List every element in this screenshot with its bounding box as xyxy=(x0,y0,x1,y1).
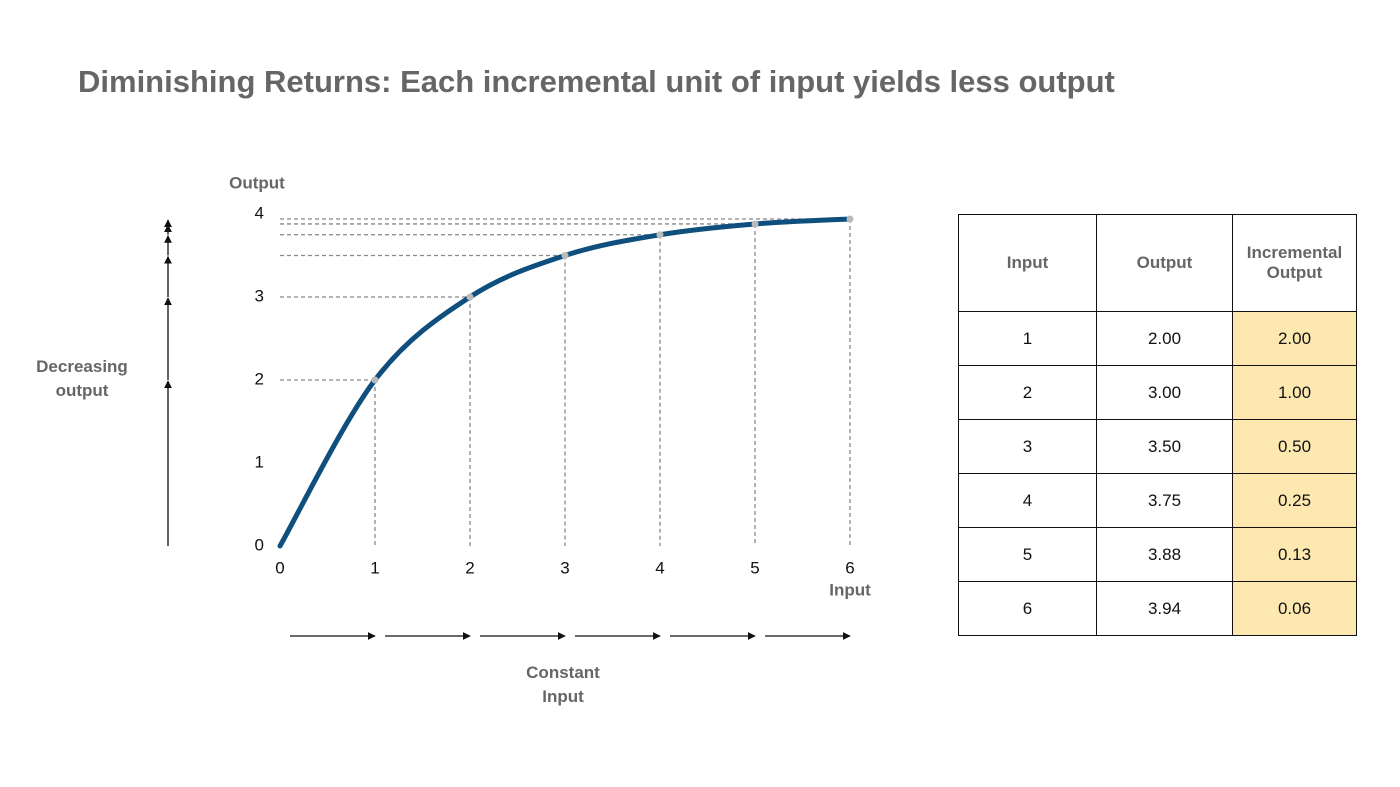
table-row: 3 3.50 0.50 xyxy=(958,419,1357,474)
annotation: Decreasing output xyxy=(36,357,128,400)
annotation: Constant Input xyxy=(526,663,600,706)
x-tick-label: 0 xyxy=(275,558,284,577)
y-tick-label: 3 xyxy=(255,286,264,305)
point xyxy=(751,220,759,228)
point xyxy=(371,376,379,384)
x-tick-label: 5 xyxy=(750,558,759,577)
slide-title: Diminishing Returns: Each incremental un… xyxy=(78,64,1115,99)
table-cell: 3.88 xyxy=(1096,527,1233,582)
table-row: 6 3.94 0.06 xyxy=(958,581,1357,636)
data-table: Input Output Incremental Output 1 2.00 2.00 2… xyxy=(958,214,1357,636)
table-cell: 2 xyxy=(958,365,1097,420)
point xyxy=(846,215,854,223)
table-cell: 1.00 xyxy=(1232,365,1357,420)
header-cell: Incremental Output xyxy=(1232,214,1357,312)
point xyxy=(656,231,664,239)
x-tick-label: 2 xyxy=(465,558,474,577)
table-row: 5 3.88 0.13 xyxy=(958,527,1357,582)
table-row: 2 3.00 1.00 xyxy=(958,365,1357,420)
point xyxy=(466,293,474,301)
table-cell: 0.06 xyxy=(1232,581,1357,636)
header-cell: Output xyxy=(1096,214,1233,312)
y-tick-label: 4 xyxy=(255,203,264,222)
table-cell: 3.00 xyxy=(1096,365,1233,420)
table-cell: 2.00 xyxy=(1096,311,1233,366)
table-cell: 0.25 xyxy=(1232,473,1357,528)
table-row: 4 3.75 0.25 xyxy=(958,473,1357,528)
y-tick-label: 0 xyxy=(255,535,264,554)
table-row: 1 2.00 2.00 xyxy=(958,311,1357,366)
y-axis-label: Output xyxy=(229,173,285,192)
y-tick-label: 2 xyxy=(255,369,264,388)
table-cell: 5 xyxy=(958,527,1097,582)
table-cell: 6 xyxy=(958,581,1097,636)
x-tick-label: 1 xyxy=(370,558,379,577)
header-row: Input Output Incremental Output xyxy=(958,214,1357,312)
table-cell: 3.94 xyxy=(1096,581,1233,636)
table-cell: 3.50 xyxy=(1096,419,1233,474)
table-cell: 1 xyxy=(958,311,1097,366)
point xyxy=(561,252,569,259)
table-cell: 4 xyxy=(958,473,1097,528)
table-cell: 3 xyxy=(958,419,1097,474)
x-tick-label: 3 xyxy=(560,558,569,577)
table-cell: 0.13 xyxy=(1232,527,1357,582)
table-cell: 3.75 xyxy=(1096,473,1233,528)
x-tick-label: 4 xyxy=(655,558,664,577)
x-tick-label: 6 xyxy=(845,558,854,577)
table-cell: 2.00 xyxy=(1232,311,1357,366)
x-axis-label: Input xyxy=(829,580,871,599)
header-cell: Input xyxy=(958,214,1097,312)
table-cell: 0.50 xyxy=(1232,419,1357,474)
y-tick-label: 1 xyxy=(255,452,264,471)
